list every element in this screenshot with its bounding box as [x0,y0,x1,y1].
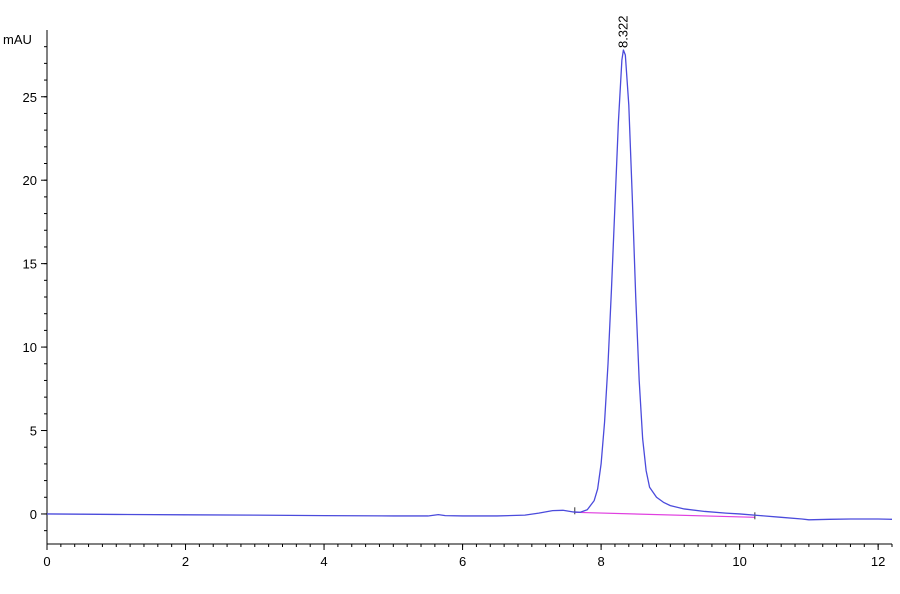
plot-area: 8.322 [46,15,893,521]
integration-baseline [574,511,755,518]
y-tick-label: 0 [30,507,37,522]
x-tick-label: 6 [459,554,466,569]
x-tick-label: 8 [597,554,604,569]
axes: 0 2 4 6 8 10 12 0 5 10 15 20 25 [23,30,893,569]
x-tick-label: 12 [871,554,885,569]
y-tick-label: 20 [23,173,37,188]
signal-trace [46,49,893,521]
y-tick-label: 25 [23,90,37,105]
x-tick-label: 0 [43,554,50,569]
peak-label: 8.322 [615,15,630,48]
x-tick-label: 2 [182,554,189,569]
y-tick-label: 5 [30,424,37,439]
x-tick-label: 4 [320,554,327,569]
y-axis-unit-label: mAU [3,32,32,47]
y-tick-label: 10 [23,340,37,355]
y-tick-label: 15 [23,257,37,272]
x-tick-label: 10 [732,554,746,569]
